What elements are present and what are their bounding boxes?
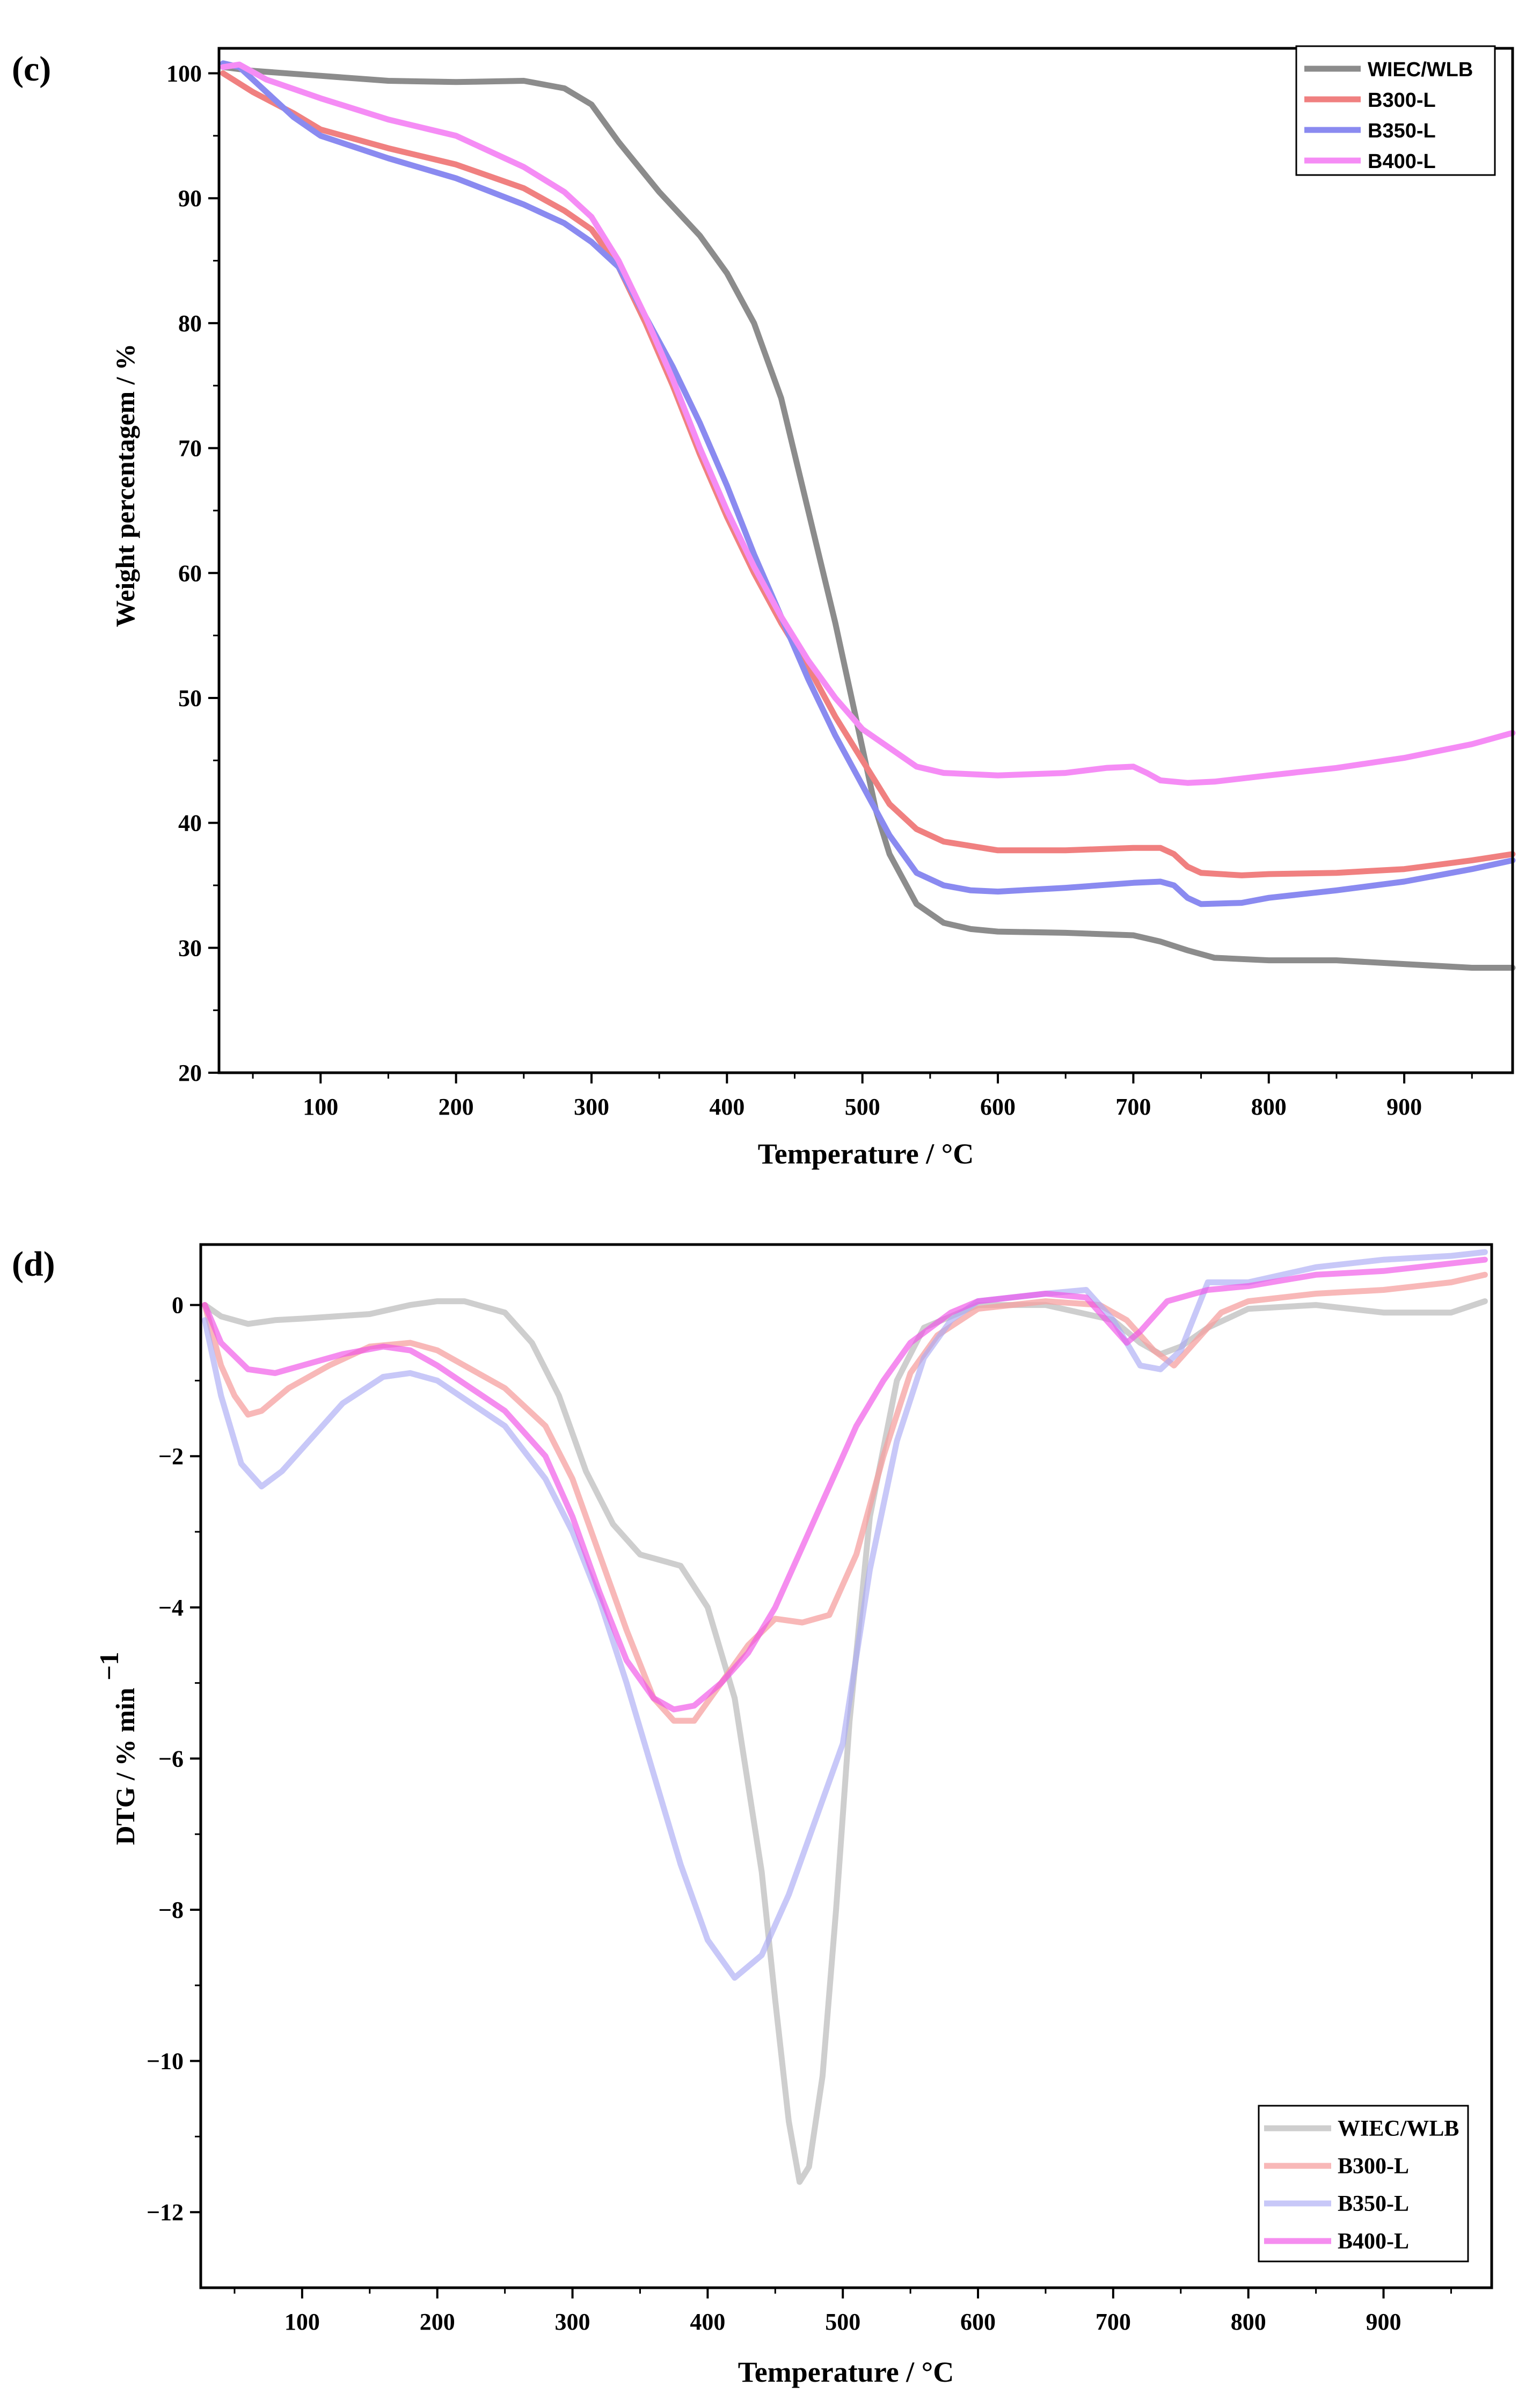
panel-d-legend-label: B400-L xyxy=(1338,2229,1409,2254)
panel-d-legend: WIEC/WLB B300-L B350-L B400-L xyxy=(1258,2105,1469,2262)
panel-c-label: (c) xyxy=(12,49,51,89)
panel-c-y-tick-label: 90 xyxy=(178,185,202,212)
panel-c-x-tick-label: 600 xyxy=(980,1094,1016,1120)
panel-c-y-axis-title: Weight percentagem / % xyxy=(110,344,140,627)
panel-d-y-tick-label: −4 xyxy=(158,1595,184,1621)
panel-d-chart: (d) 100 200 300 400 500 600 700 800 900 0 −2 −4 −6 −8… xyxy=(12,1243,1493,2388)
panel-d-x-tick-label: 600 xyxy=(960,2309,996,2335)
panel-d-series-b300-l xyxy=(202,1271,1488,1724)
panel-d-x-tick-label: 800 xyxy=(1231,2309,1266,2335)
panel-c-x-tick-label: 900 xyxy=(1386,1094,1422,1120)
panel-c-legend-label: B400-L xyxy=(1368,150,1436,173)
panel-d-legend-label: B300-L xyxy=(1338,2154,1409,2179)
panel-d-y-tick-label: 0 xyxy=(172,1292,184,1319)
panel-c-x-tick-label: 400 xyxy=(709,1094,744,1120)
panel-c-series-b400-l xyxy=(220,61,1516,786)
panel-d-label: (d) xyxy=(12,1245,55,1284)
panel-c-x-tick-label: 700 xyxy=(1115,1094,1151,1120)
panel-c-y-tick-label: 60 xyxy=(178,560,202,586)
panel-d-y-axis-title: DTG / % min −1 xyxy=(94,1652,140,1845)
panel-d-x-tick-label: 900 xyxy=(1366,2309,1401,2335)
panel-d-plot-frame xyxy=(199,1243,1493,2289)
panel-d-y-axis-title-text: DTG / % min xyxy=(110,1687,140,1845)
panel-c-plot-frame xyxy=(217,47,1514,1074)
panel-c-y-tick-label: 100 xyxy=(166,61,202,87)
panel-d-x-axis-title: Temperature / °C xyxy=(738,2356,954,2388)
panel-c-chart: (c) 100 200 300 400 500 600 700 800 900 20 30 40 50 6… xyxy=(12,45,1516,1170)
panel-d-legend-label: WIEC/WLB xyxy=(1338,2116,1459,2141)
panel-d-series-b400-l xyxy=(202,1256,1488,1713)
panel-d-y-tick-label: −6 xyxy=(158,1745,184,1772)
panel-c-legend-label: B350-L xyxy=(1368,120,1436,142)
panel-c-legend: WIEC/WLB B300-L B350-L B400-L xyxy=(1295,45,1496,176)
panel-d-legend-label: B350-L xyxy=(1338,2192,1409,2216)
panel-c-x-tick-label: 200 xyxy=(439,1094,474,1120)
panel-c-y-tick-label: 50 xyxy=(178,685,202,711)
panel-c-y-tick-label: 20 xyxy=(178,1060,202,1086)
panel-c-y-tick-label: 80 xyxy=(178,310,202,337)
panel-c-legend-label: WIEC/WLB xyxy=(1368,59,1473,81)
panel-c-x-tick-label: 300 xyxy=(574,1094,609,1120)
panel-c-series-b350-l xyxy=(220,60,1516,907)
panel-c-y-tick-label: 70 xyxy=(178,435,202,462)
panel-d-x-tick-label: 300 xyxy=(555,2309,590,2335)
panel-c-x-axis-title: Temperature / °C xyxy=(758,1138,974,1170)
panel-d-y-tick-label: −10 xyxy=(147,2048,184,2075)
panel-c-y-tick-label: 30 xyxy=(178,935,202,961)
panel-d-x-tick-label: 400 xyxy=(690,2309,725,2335)
panel-d-legend-box xyxy=(1258,2105,1469,2262)
panel-d-x-tick-label: 100 xyxy=(284,2309,320,2335)
panel-c-legend-label: B300-L xyxy=(1368,89,1436,112)
panel-c-series-b300-l xyxy=(220,70,1516,878)
panel-c-y-tick-label: 40 xyxy=(178,810,202,836)
panel-d-series-wiec-wlb xyxy=(202,1298,1488,2185)
panel-d-y-tick-label: −2 xyxy=(158,1443,184,1469)
panel-c-x-tick-label: 100 xyxy=(303,1094,338,1120)
panel-c-x-tick-label: 500 xyxy=(845,1094,880,1120)
panel-c-series-wiec-wlb xyxy=(220,64,1516,971)
panel-d-series-b350-l xyxy=(202,1249,1488,1981)
panel-d-y-tick-label: −12 xyxy=(147,2199,184,2225)
panel-d-y-axis-title-superscript: −1 xyxy=(94,1652,124,1681)
panel-d-x-tick-label: 500 xyxy=(825,2309,860,2335)
panel-c-x-tick-label: 800 xyxy=(1251,1094,1287,1120)
panel-d-y-tick-label: −8 xyxy=(158,1897,184,1923)
panel-d-x-tick-label: 200 xyxy=(420,2309,455,2335)
panel-d-x-tick-label: 700 xyxy=(1096,2309,1131,2335)
